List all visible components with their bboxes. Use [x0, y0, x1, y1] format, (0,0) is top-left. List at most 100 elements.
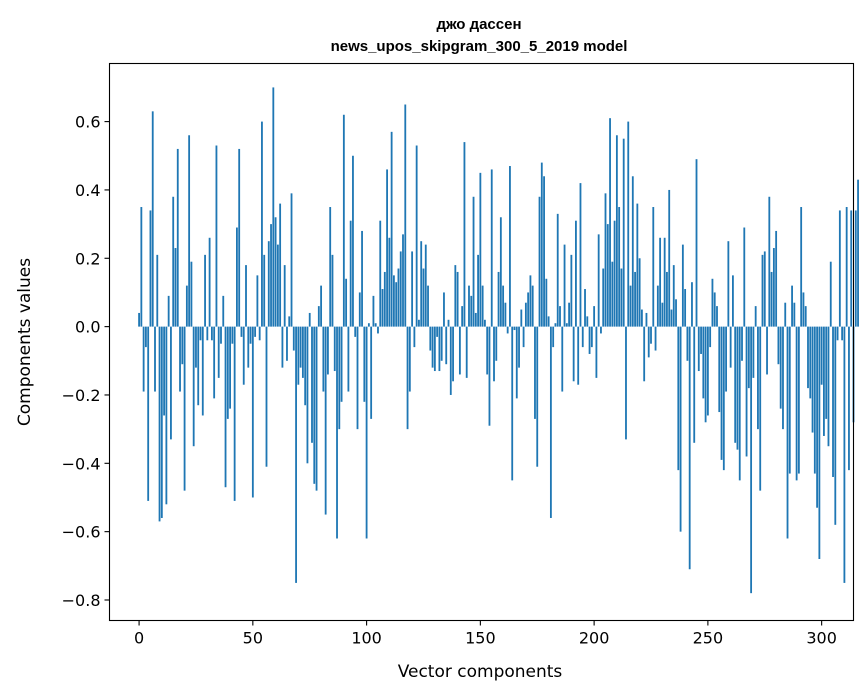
bar — [838, 210, 841, 327]
bar — [279, 203, 282, 327]
bar — [436, 326, 439, 337]
bar — [333, 326, 336, 372]
bar — [743, 227, 746, 327]
bar — [823, 326, 825, 436]
bar — [766, 326, 768, 375]
bar — [752, 326, 755, 378]
bar — [290, 193, 293, 327]
bar — [463, 142, 466, 327]
bar — [659, 237, 662, 327]
bar — [604, 193, 607, 327]
bar — [313, 326, 316, 484]
bar — [208, 237, 211, 327]
bar — [276, 244, 279, 327]
bar — [349, 220, 352, 327]
bar — [613, 220, 616, 327]
bar — [354, 326, 357, 337]
bar — [741, 326, 743, 361]
bar — [195, 326, 197, 368]
bar — [251, 326, 254, 498]
bar — [602, 268, 605, 327]
bar — [643, 326, 646, 382]
bar — [149, 210, 152, 327]
bar — [775, 230, 778, 327]
bar — [220, 326, 222, 344]
y-tick-label: −0.4 — [62, 454, 101, 473]
bar — [427, 285, 429, 327]
bar — [406, 326, 409, 430]
bar — [361, 230, 363, 327]
bar — [536, 326, 539, 467]
bar — [677, 326, 680, 471]
bar — [854, 210, 857, 327]
bar — [424, 244, 427, 327]
bar — [572, 326, 575, 382]
bar — [288, 316, 291, 327]
bar — [283, 265, 286, 327]
bar — [199, 326, 202, 341]
bar — [402, 234, 404, 327]
bar — [818, 326, 821, 559]
bar — [795, 326, 798, 481]
bar — [745, 326, 748, 457]
bar — [206, 326, 209, 341]
bar — [181, 326, 184, 365]
bar — [529, 275, 532, 327]
bar — [411, 251, 414, 327]
bar — [784, 302, 787, 327]
bar — [829, 261, 832, 327]
bar — [545, 278, 548, 327]
bar — [356, 326, 359, 430]
bar — [704, 326, 707, 423]
bar — [158, 326, 161, 522]
bar — [274, 217, 277, 327]
bar — [331, 254, 334, 327]
bar — [165, 326, 168, 505]
bar — [618, 207, 621, 327]
bar — [825, 326, 828, 419]
bar — [258, 326, 261, 341]
bar — [474, 312, 477, 327]
bar — [217, 326, 220, 378]
bar — [381, 289, 384, 327]
bar — [729, 326, 732, 368]
bar — [399, 251, 402, 327]
bar — [454, 265, 457, 327]
bar — [147, 326, 150, 501]
bar — [697, 326, 700, 372]
bar — [201, 326, 204, 416]
bar — [497, 271, 500, 327]
bar — [493, 326, 495, 382]
bar — [299, 326, 302, 368]
bar — [281, 326, 284, 368]
bar — [367, 323, 370, 327]
bar — [413, 326, 416, 348]
bar — [843, 326, 846, 583]
bar — [615, 135, 618, 327]
chart-title-line1: джо дассен — [436, 16, 521, 33]
bar — [813, 326, 816, 474]
bar — [732, 275, 734, 327]
bar — [388, 237, 391, 327]
bar — [804, 306, 807, 327]
bar — [565, 323, 568, 327]
bar — [727, 241, 730, 327]
bar — [383, 271, 386, 327]
bar — [520, 309, 523, 327]
bar — [638, 258, 641, 327]
bar — [443, 292, 445, 327]
bar — [363, 326, 366, 402]
bar — [465, 326, 468, 378]
bar — [140, 207, 143, 327]
bar — [647, 326, 650, 358]
bar — [472, 196, 475, 327]
bar — [347, 326, 350, 392]
bar — [666, 271, 668, 327]
x-tick-label: 0 — [134, 629, 144, 648]
bar — [188, 135, 191, 327]
bar — [515, 326, 518, 399]
bar — [629, 285, 632, 327]
bar — [597, 234, 600, 327]
bar — [563, 244, 566, 327]
